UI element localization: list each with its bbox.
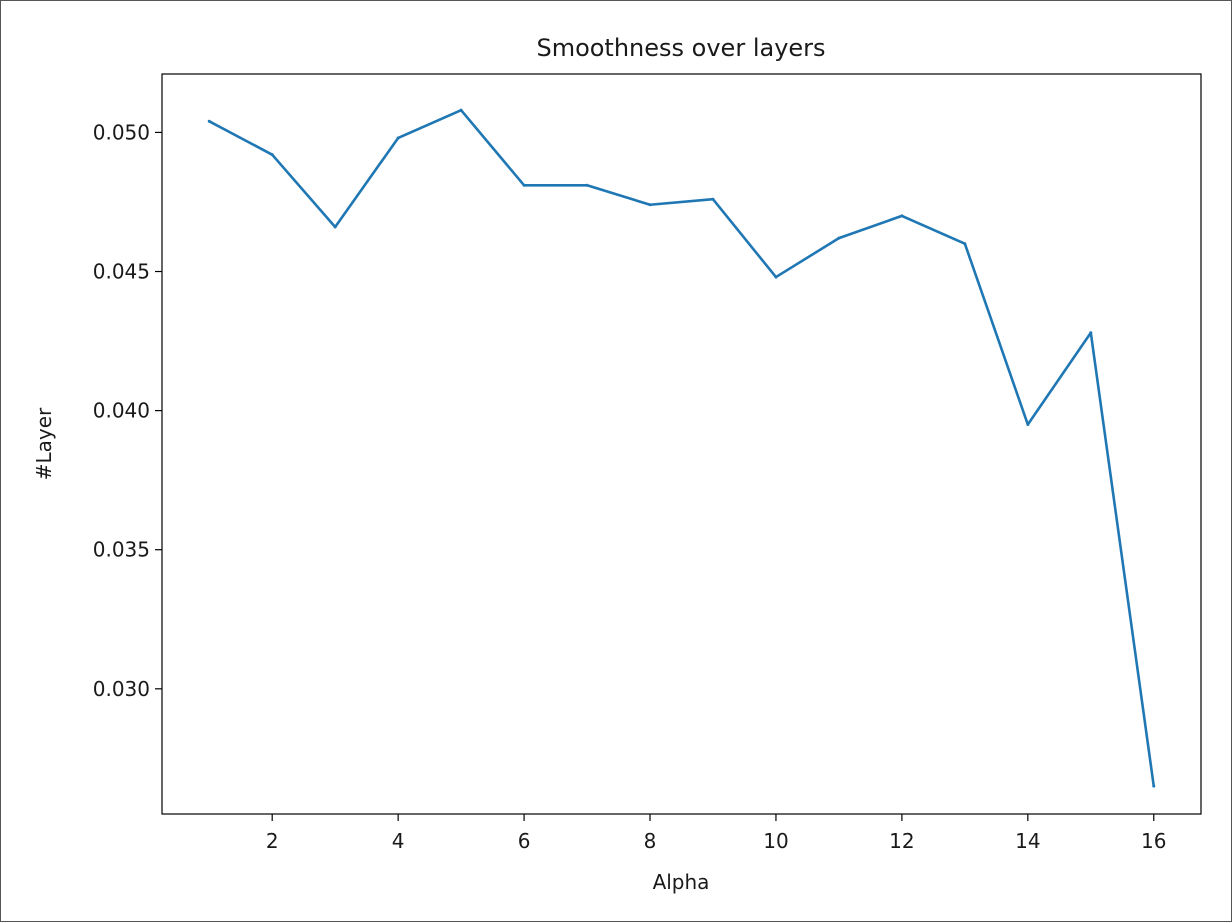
y-tick-label: 0.030 bbox=[93, 677, 150, 701]
y-tick-label: 0.045 bbox=[93, 260, 150, 284]
x-tick-label: 8 bbox=[644, 829, 657, 853]
chart-title: Smoothness over layers bbox=[536, 34, 825, 62]
data-point bbox=[900, 214, 904, 218]
data-point bbox=[963, 242, 967, 246]
data-point bbox=[711, 197, 715, 201]
x-tick-label: 12 bbox=[889, 829, 914, 853]
x-tick-label: 2 bbox=[266, 829, 279, 853]
y-tick-label: 0.035 bbox=[93, 538, 150, 562]
data-point bbox=[774, 275, 778, 279]
x-tick-label: 4 bbox=[392, 829, 405, 853]
y-tick-label: 0.050 bbox=[93, 120, 150, 144]
data-point bbox=[207, 119, 211, 123]
x-tick-label: 10 bbox=[763, 829, 788, 853]
x-tick-label: 16 bbox=[1141, 829, 1166, 853]
plot-area-frame bbox=[161, 73, 1202, 815]
data-point bbox=[522, 183, 526, 187]
y-axis-label: #Layer bbox=[32, 407, 56, 480]
series-line bbox=[208, 108, 1156, 787]
data-point bbox=[837, 236, 841, 240]
data-point bbox=[333, 225, 337, 229]
x-axis-label: Alpha bbox=[653, 870, 710, 894]
y-axis: 0.030 0.035 0.040 0.045 0.050 bbox=[93, 120, 162, 701]
data-point bbox=[648, 203, 652, 207]
data-point bbox=[1089, 331, 1093, 335]
series-layer bbox=[207, 108, 1156, 788]
data-point bbox=[1026, 423, 1030, 427]
data-point bbox=[1152, 784, 1156, 788]
y-tick-label: 0.040 bbox=[93, 399, 150, 423]
x-axis: 2 4 6 8 10 12 14 16 bbox=[266, 814, 1166, 853]
x-tick-label: 6 bbox=[518, 829, 531, 853]
data-point bbox=[585, 183, 589, 187]
data-point bbox=[396, 136, 400, 140]
data-point bbox=[459, 108, 463, 112]
x-tick-label: 14 bbox=[1015, 829, 1040, 853]
data-point bbox=[270, 153, 274, 157]
